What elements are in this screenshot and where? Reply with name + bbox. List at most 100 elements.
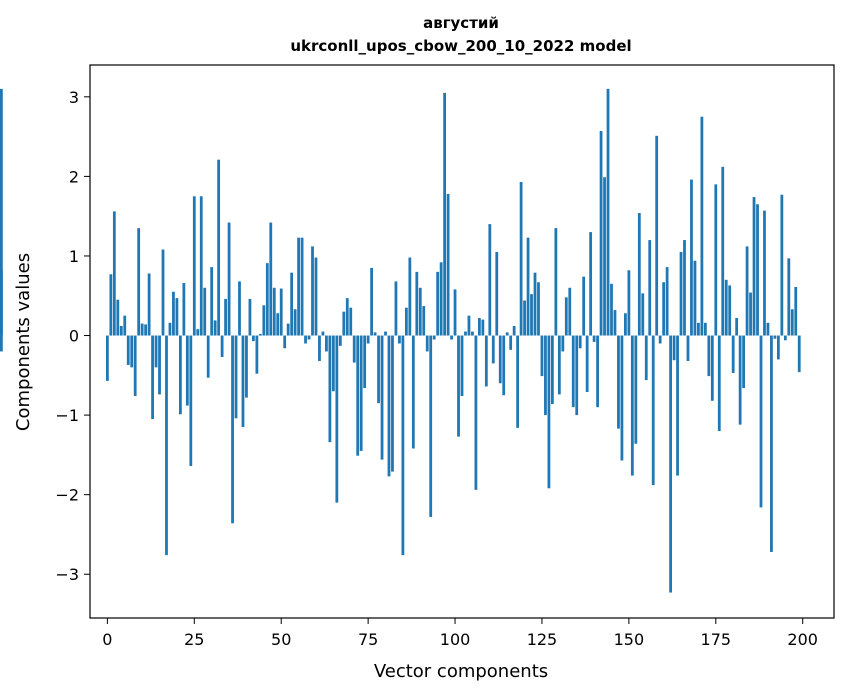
bar-63 (325, 335, 328, 352)
y-tick-label: −2 (55, 486, 79, 505)
bar-52 (286, 323, 290, 336)
bar-118 (516, 335, 520, 428)
bar-163 (672, 335, 676, 361)
bar-185 (749, 292, 752, 336)
bar-146 (613, 310, 617, 336)
bar-133 (568, 287, 572, 336)
bar-90 (418, 287, 422, 336)
bar-55 (297, 237, 300, 336)
x-tick-label: 75 (358, 630, 378, 649)
bar-16 (161, 249, 165, 336)
bar-92 (425, 335, 429, 352)
bar-101 (457, 335, 460, 437)
bar-65 (331, 335, 335, 392)
bar-26 (196, 329, 200, 336)
bar-68 (342, 311, 346, 336)
bar-22 (182, 283, 186, 336)
bar-126 (544, 335, 547, 416)
bar-30 (210, 267, 214, 336)
bar-136 (578, 335, 582, 349)
bar-60 (314, 257, 318, 336)
bar-112 (495, 251, 499, 336)
bar-23 (185, 335, 189, 406)
bar-170 (697, 322, 700, 336)
bar-157 (651, 335, 655, 486)
bar-175 (714, 184, 718, 336)
bar-147 (617, 335, 620, 429)
bar-128 (551, 335, 554, 404)
bar-134 (571, 335, 575, 408)
bar-165 (679, 251, 683, 336)
y-tick-label: 2 (69, 167, 79, 186)
bar-11 (144, 324, 148, 336)
bar-0 (105, 335, 109, 381)
bar-21 (179, 335, 182, 415)
bar-13 (151, 335, 154, 420)
bar-162 (669, 335, 672, 593)
x-tick-label: 175 (701, 630, 732, 649)
x-tick-label: 0 (102, 630, 112, 649)
bar-186 (752, 197, 756, 336)
bar-160 (662, 282, 666, 336)
bar-4 (119, 325, 123, 336)
bar-86 (404, 307, 408, 336)
bar-181 (735, 318, 739, 336)
bar-182 (738, 335, 742, 425)
bar-190 (766, 322, 770, 336)
bar-undefined (0, 335, 3, 352)
bar-25 (192, 196, 196, 336)
bar-undefined (0, 88, 3, 336)
bar-2 (112, 211, 116, 336)
bar-177 (721, 166, 725, 336)
y-tick-label: −1 (55, 406, 79, 425)
bar-108 (481, 319, 485, 336)
bar-50 (279, 288, 283, 336)
bar-171 (700, 116, 704, 336)
bar-109 (484, 335, 488, 387)
x-tick-label: 200 (787, 630, 818, 649)
bar-31 (213, 320, 217, 336)
bar-153 (637, 212, 641, 336)
bar-104 (467, 315, 471, 336)
bar-115 (505, 332, 509, 336)
bar-77 (373, 332, 377, 336)
x-tick-label: 25 (184, 630, 204, 649)
bar-54 (293, 309, 297, 336)
bar-75 (366, 335, 370, 344)
bar-103 (464, 331, 467, 336)
bar-95 (436, 271, 440, 336)
chart-title-line-1: августий (423, 14, 499, 32)
bar-151 (630, 335, 634, 476)
bar-168 (690, 179, 693, 336)
bar-19 (172, 291, 175, 336)
bar-195 (783, 335, 787, 341)
y-tick-label: 1 (69, 247, 79, 266)
bar-161 (665, 267, 669, 336)
bar-158 (655, 135, 659, 336)
bar-48 (272, 287, 276, 336)
bar-143 (603, 177, 606, 336)
bar-180 (731, 335, 735, 373)
bar-183 (742, 335, 745, 389)
bar-81 (387, 335, 391, 477)
bar-38 (238, 281, 241, 336)
bar-164 (676, 335, 679, 476)
bar-105 (471, 331, 474, 336)
bar-123 (533, 272, 537, 336)
x-tick-label: 125 (527, 630, 558, 649)
bar-72 (356, 335, 360, 456)
bar-66 (335, 335, 339, 503)
bar-8 (133, 335, 137, 397)
bar-124 (537, 282, 540, 336)
bar-106 (474, 335, 478, 490)
bar-152 (634, 335, 638, 444)
bar-191 (770, 335, 773, 552)
bar-150 (627, 270, 631, 336)
bar-44 (258, 333, 262, 336)
bar-197 (790, 309, 794, 336)
bar-58 (307, 335, 311, 340)
bar-192 (773, 335, 777, 339)
bar-154 (641, 293, 645, 336)
x-tick-label: 50 (271, 630, 291, 649)
bar-172 (703, 322, 707, 336)
